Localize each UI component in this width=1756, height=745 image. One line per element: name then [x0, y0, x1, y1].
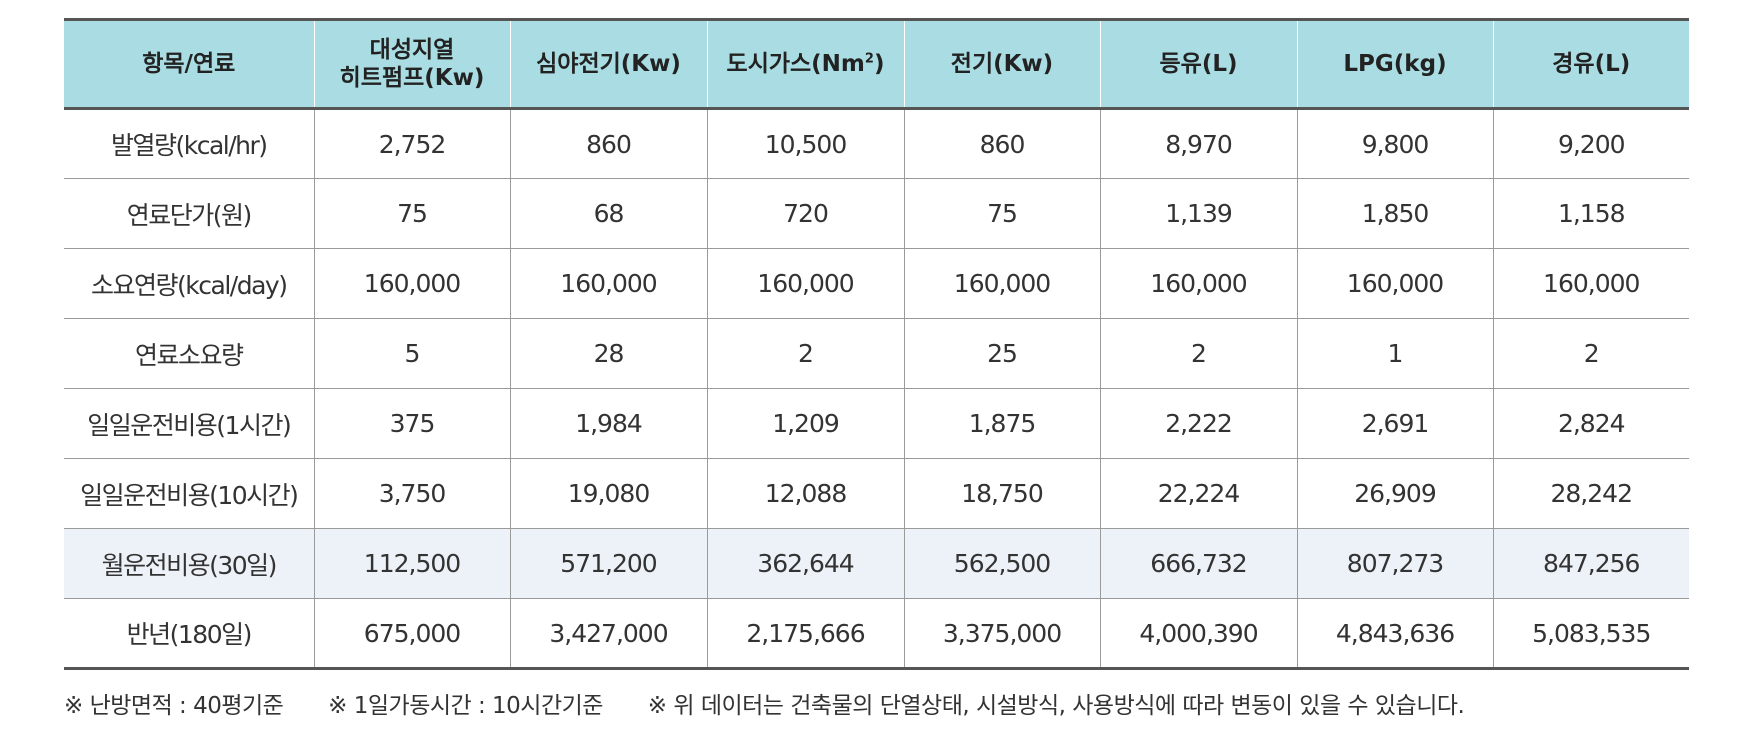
table-cell: 3,750 — [313, 458, 510, 529]
table-cell: 1,158 — [1492, 178, 1689, 249]
table-cell: 75 — [313, 178, 510, 249]
table-cell: 28,242 — [1492, 458, 1689, 529]
table-cell: 160,000 — [1296, 248, 1493, 319]
table-cell: 860 — [509, 108, 707, 179]
row-label: 반년(180일) — [64, 598, 314, 670]
table-cell: 2,691 — [1296, 388, 1493, 459]
header-night-electricity: 심야전기(Kw) — [509, 18, 707, 110]
row-label: 월운전비용(30일) — [64, 528, 314, 599]
footnote-operating-hours: ※ 1일가동시간 : 10시간기준 — [328, 693, 603, 719]
table-row: 발열량(kcal/hr) 2,752 860 10,500 860 8,970 9,800 9… — [64, 108, 1689, 179]
table-cell: 1,850 — [1296, 178, 1493, 249]
table-cell: 1 — [1296, 318, 1493, 389]
row-label: 일일운전비용(1시간) — [64, 388, 314, 459]
row-label: 연료소요량 — [64, 318, 314, 389]
table-cell: 160,000 — [1492, 248, 1689, 319]
header-lpg: LPG(kg) — [1296, 18, 1493, 110]
table-cell: 2,752 — [313, 108, 510, 179]
table-cell: 160,000 — [313, 248, 510, 319]
table-cell: 9,200 — [1492, 108, 1689, 179]
table-cell: 1,875 — [903, 388, 1100, 459]
table-cell: 4,000,390 — [1099, 598, 1297, 670]
row-label: 연료단가(원) — [64, 178, 314, 249]
table-row: 월운전비용(30일) 112,500 571,200 362,644 562,500 66… — [64, 528, 1689, 599]
table-cell: 9,800 — [1296, 108, 1493, 179]
footnotes: ※ 난방면적 : 40평기준 ※ 1일가동시간 : 10시간기준 ※ 위 데이터… — [64, 686, 1465, 720]
table-cell: 807,273 — [1296, 528, 1493, 599]
footnote-heating-area: ※ 난방면적 : 40평기준 — [64, 693, 284, 719]
table-cell: 2 — [1099, 318, 1297, 389]
table-cell: 19,080 — [509, 458, 707, 529]
table-cell: 8,970 — [1099, 108, 1297, 179]
table-row: 일일운전비용(1시간) 375 1,984 1,209 1,875 2,222 2,691 2… — [64, 388, 1689, 459]
table-row: 반년(180일) 675,000 3,427,000 2,175,666 3,375,0… — [64, 598, 1689, 670]
table-cell: 2,222 — [1099, 388, 1297, 459]
fuel-cost-comparison-table: 항목/연료 대성지열 히트펌프(Kw) 심야전기(Kw) 도시가스(Nm2) 전기… — [64, 18, 1689, 670]
table-cell: 847,256 — [1492, 528, 1689, 599]
table-header: 항목/연료 대성지열 히트펌프(Kw) 심야전기(Kw) 도시가스(Nm2) 전기… — [64, 18, 1689, 110]
table-cell: 4,843,636 — [1296, 598, 1493, 670]
header-electricity: 전기(Kw) — [903, 18, 1100, 110]
row-label: 소요연량(kcal/day) — [64, 248, 314, 319]
table-cell: 571,200 — [509, 528, 707, 599]
table-body: 발열량(kcal/hr) 2,752 860 10,500 860 8,970 9,800 9… — [64, 108, 1689, 670]
table-cell: 10,500 — [706, 108, 904, 179]
table-cell: 2,175,666 — [706, 598, 904, 670]
table-cell: 112,500 — [313, 528, 510, 599]
table-cell: 666,732 — [1099, 528, 1297, 599]
table-cell: 375 — [313, 388, 510, 459]
table-cell: 860 — [903, 108, 1100, 179]
header-diesel: 경유(L) — [1492, 18, 1689, 110]
header-kerosene: 등유(L) — [1099, 18, 1297, 110]
footnote-disclaimer: ※ 위 데이터는 건축물의 단열상태, 시설방식, 사용방식에 따라 변동이 있… — [647, 693, 1465, 719]
table-row: 연료단가(원) 75 68 720 75 1,139 1,850 1,158 — [64, 178, 1689, 249]
table-cell: 28 — [509, 318, 707, 389]
table-cell: 18,750 — [903, 458, 1100, 529]
row-label: 일일운전비용(10시간) — [64, 458, 314, 529]
table-cell: 5 — [313, 318, 510, 389]
table-cell: 12,088 — [706, 458, 904, 529]
table-cell: 22,224 — [1099, 458, 1297, 529]
table-cell: 2 — [706, 318, 904, 389]
table-cell: 362,644 — [706, 528, 904, 599]
header-geothermal-heatpump: 대성지열 히트펌프(Kw) — [313, 18, 510, 110]
table-cell: 3,375,000 — [903, 598, 1100, 670]
table-cell: 720 — [706, 178, 904, 249]
table-cell: 562,500 — [903, 528, 1100, 599]
table-cell: 2,824 — [1492, 388, 1689, 459]
table-cell: 75 — [903, 178, 1100, 249]
table-cell: 26,909 — [1296, 458, 1493, 529]
table-cell: 3,427,000 — [509, 598, 707, 670]
header-row: 항목/연료 대성지열 히트펌프(Kw) 심야전기(Kw) 도시가스(Nm2) 전기… — [64, 18, 1689, 110]
table-cell: 1,984 — [509, 388, 707, 459]
header-city-gas: 도시가스(Nm2) — [706, 18, 904, 110]
table-cell: 160,000 — [903, 248, 1100, 319]
table-row: 연료소요량 5 28 2 25 2 1 2 — [64, 318, 1689, 389]
table-cell: 160,000 — [509, 248, 707, 319]
row-label: 발열량(kcal/hr) — [64, 108, 314, 179]
table-cell: 160,000 — [706, 248, 904, 319]
table-cell: 68 — [509, 178, 707, 249]
table-cell: 2 — [1492, 318, 1689, 389]
table-cell: 5,083,535 — [1492, 598, 1689, 670]
table-cell: 675,000 — [313, 598, 510, 670]
table-row: 일일운전비용(10시간) 3,750 19,080 12,088 18,750 22,22… — [64, 458, 1689, 529]
table-cell: 1,139 — [1099, 178, 1297, 249]
header-item-fuel: 항목/연료 — [64, 18, 314, 110]
table-row: 소요연량(kcal/day) 160,000 160,000 160,000 160,0… — [64, 248, 1689, 319]
table-cell: 1,209 — [706, 388, 904, 459]
fuel-cost-comparison-table-wrap: 항목/연료 대성지열 히트펌프(Kw) 심야전기(Kw) 도시가스(Nm2) 전기… — [64, 18, 1689, 670]
table-cell: 160,000 — [1099, 248, 1297, 319]
table-cell: 25 — [903, 318, 1100, 389]
